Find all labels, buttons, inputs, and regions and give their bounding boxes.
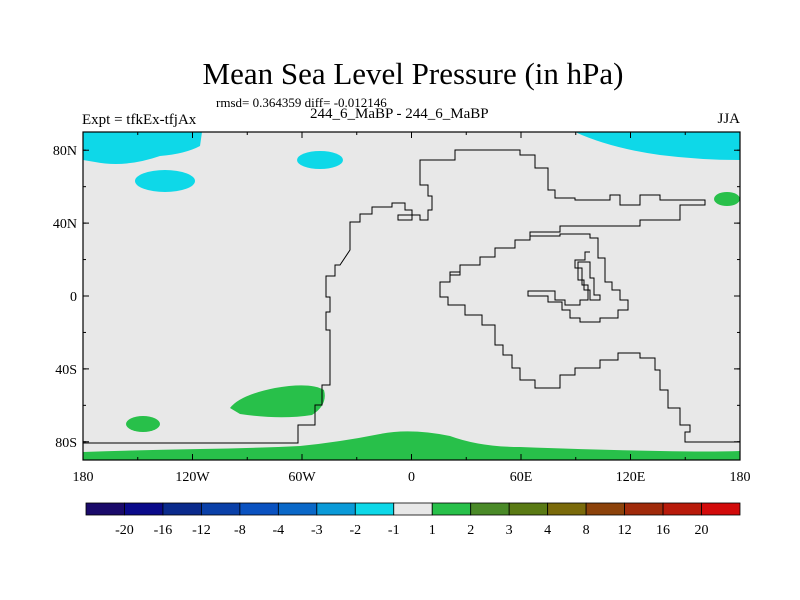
colorbar-swatch xyxy=(508,502,549,516)
green-region-antarctic xyxy=(83,431,740,460)
inner-sea-outline xyxy=(440,233,629,323)
colorbar-swatch xyxy=(470,502,510,516)
colorbar-swatch xyxy=(585,502,625,516)
colorbar-label: 2 xyxy=(467,523,474,538)
colorbar-swatch xyxy=(701,502,741,516)
colorbar-swatch xyxy=(393,502,433,516)
y-tick-label: 40N xyxy=(53,217,77,232)
colorbar-label: 20 xyxy=(695,523,709,538)
colorbar-swatch xyxy=(85,502,125,516)
page-title: Mean Sea Level Pressure (in hPa) xyxy=(202,56,624,91)
colorbar-label: 8 xyxy=(583,523,590,538)
colorbar-swatch xyxy=(239,502,279,516)
colorbar-swatch xyxy=(547,502,587,516)
axis-ticks: 180 120W 60W 0 60E 120E 180 80N 40N 0 40S 80S xyxy=(53,132,751,485)
colorbar-label: -2 xyxy=(349,523,361,538)
cyan-region-arctic-west xyxy=(83,132,202,164)
cyan-region-arctic-east xyxy=(575,132,740,160)
y-tick-label: 0 xyxy=(70,290,77,305)
colorbar-swatch xyxy=(201,502,241,516)
colorbar-label: 1 xyxy=(429,523,436,538)
y-tick-label: 80N xyxy=(53,144,77,159)
colorbar-label: -16 xyxy=(154,523,173,538)
continent-outlines xyxy=(83,149,740,444)
pangaea-outline xyxy=(83,149,740,444)
colorbar-label: -3 xyxy=(311,523,323,538)
colorbar-label: 12 xyxy=(618,523,632,538)
x-tick-label: 180 xyxy=(73,470,94,485)
x-tick-label: 120W xyxy=(175,470,210,485)
colorbar-label: -20 xyxy=(115,523,134,538)
colorbar-label: 16 xyxy=(656,523,670,538)
colorbar-swatch xyxy=(277,502,318,516)
colorbar-label: 4 xyxy=(544,523,551,538)
colorbar-label: 3 xyxy=(506,523,513,538)
colorbar-swatch xyxy=(624,502,664,516)
x-tick-label: 60E xyxy=(510,470,533,485)
cyan-region-north-pacific xyxy=(135,170,195,192)
runs-label: 244_6_MaBP - 244_6_MaBP xyxy=(310,106,489,122)
colorbar-swatch xyxy=(316,502,356,516)
cyan-region-north-atlantic xyxy=(297,151,343,169)
x-tick-label: 0 xyxy=(408,470,415,485)
y-tick-label: 40S xyxy=(55,363,77,378)
season-label: JJA xyxy=(717,111,740,127)
colorbar-label: -4 xyxy=(273,523,285,538)
colorbar-label: -8 xyxy=(234,523,246,538)
colorbar-swatch xyxy=(162,502,202,516)
experiment-label: Expt = tfkEx-tfjAx xyxy=(82,112,197,128)
colorbar: -20 -16 -12 -8 -4 -3 -2 -1 1 2 3 4 8 12 16 20 xyxy=(85,502,741,538)
stats-text: rmsd= 0.364359 diff= -0.012146 xyxy=(216,95,387,110)
green-region-south-pacific xyxy=(126,416,160,432)
colorbar-swatch xyxy=(662,502,702,516)
anomaly-regions xyxy=(83,132,740,460)
inner-sea-loop xyxy=(577,261,601,301)
colorbar-swatch xyxy=(431,502,472,516)
colorbar-label: -12 xyxy=(192,523,211,538)
colorbar-swatch xyxy=(124,502,164,516)
green-region-north-pacific-east xyxy=(714,192,740,206)
x-tick-label: 180 xyxy=(730,470,751,485)
x-tick-label: 60W xyxy=(288,470,316,485)
map-background xyxy=(83,132,740,460)
x-tick-label: 120E xyxy=(616,470,646,485)
colorbar-swatch xyxy=(354,502,395,516)
y-tick-label: 80S xyxy=(55,436,77,451)
green-region-southern-ocean xyxy=(230,385,325,418)
colorbar-label: -1 xyxy=(388,523,400,538)
